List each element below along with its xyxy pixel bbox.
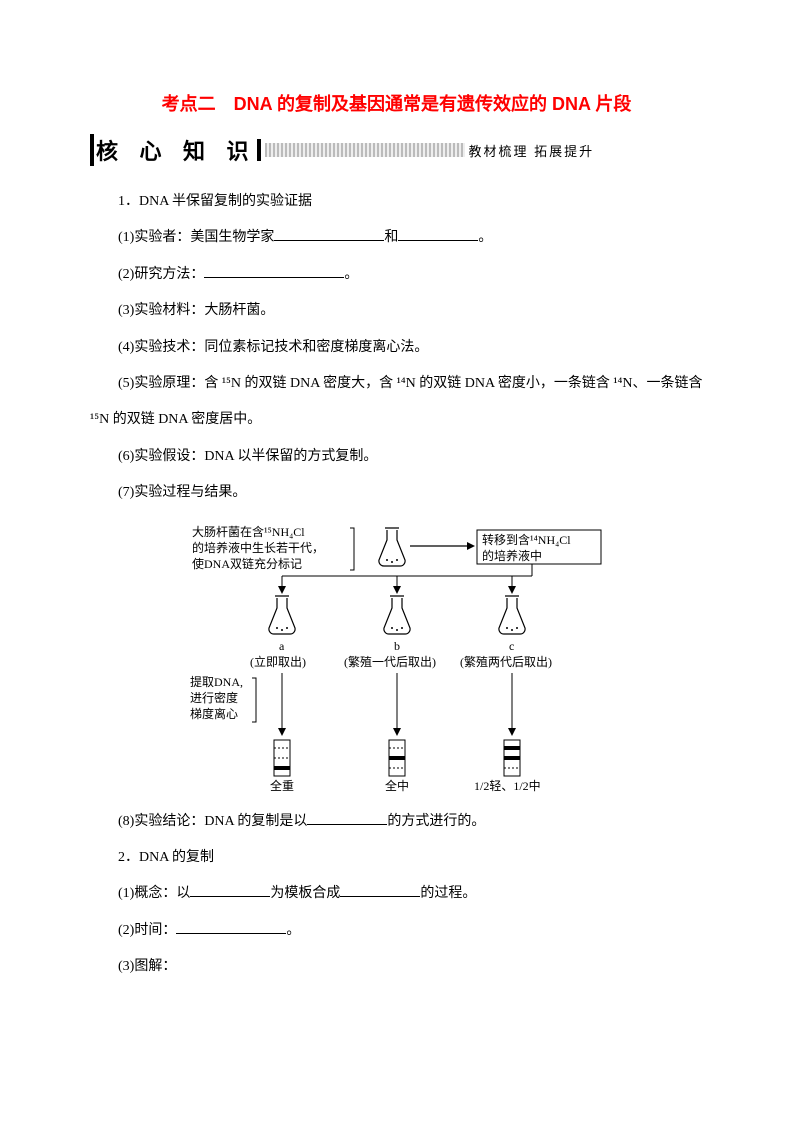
- diag-b: b: [394, 639, 400, 653]
- s2-p2-a: (2)时间：: [118, 923, 176, 938]
- s2-p1-a: (1)概念：以: [118, 886, 190, 901]
- s1-p1-c: 。: [478, 230, 492, 245]
- diag-tr2: 的培养液中: [482, 548, 542, 563]
- diag-tl1: 大肠杆菌在含¹⁵NH₄Cl: [192, 524, 305, 539]
- s1-p1: (1)实验者：美国生物学家 和 。: [90, 220, 703, 256]
- s1-p8-b: 的方式进行的。: [387, 814, 485, 829]
- s2-p1: (1)概念：以 为模板合成 的过程。: [90, 876, 703, 912]
- diag-lc: (繁殖两代后取出): [460, 654, 552, 669]
- flask-a-icon: [268, 596, 294, 634]
- s1-p8-a: (8)实验结论：DNA 的复制是以: [118, 814, 307, 829]
- diag-tr1: 转移到含¹⁴NH₄Cl: [482, 532, 571, 547]
- experiment-diagram: 大肠杆菌在含¹⁵NH₄Cl 的培养液中生长若干代， 使DNA双链充分标记 转移到…: [182, 518, 612, 798]
- s1-p2-b: 。: [344, 267, 358, 282]
- blank: [274, 226, 384, 241]
- s1-p4: (4)实验技术：同位素标记技术和密度梯度离心法。: [90, 330, 703, 366]
- diag-res-c: 1/2轻、1/2中: [474, 778, 541, 793]
- diag-side3: 梯度离心: [190, 706, 238, 721]
- s2-p2: (2)时间： 。: [90, 913, 703, 949]
- s1-p7: (7)实验过程与结果。: [90, 475, 703, 511]
- s1-p5: (5)实验原理：含 ¹⁵N 的双链 DNA 密度大，含 ¹⁴N 的双链 DNA …: [90, 366, 703, 439]
- diag-res-a: 全重: [270, 778, 294, 793]
- flask-c-icon: [498, 596, 524, 634]
- s1-p1-a: (1)实验者：美国生物学家: [118, 230, 274, 245]
- section-header-bar-end: [257, 139, 261, 161]
- s1-p6: (6)实验假设：DNA 以半保留的方式复制。: [90, 439, 703, 475]
- blank: [176, 919, 286, 934]
- blank: [340, 882, 420, 897]
- s2-p3: (3)图解：: [90, 949, 703, 985]
- blank: [204, 263, 344, 278]
- s1-p3: (3)实验材料：大肠杆菌。: [90, 293, 703, 329]
- diag-tl3: 使DNA双链充分标记: [192, 556, 302, 571]
- s1-heading: 1．DNA 半保留复制的实验证据: [90, 184, 703, 220]
- tube-b-icon: [389, 740, 405, 776]
- s2-p2-b: 。: [286, 923, 300, 938]
- section-header-bar: [265, 143, 465, 157]
- section-header: 核 心 知 识 教材梳理 拓展提升: [90, 134, 703, 166]
- diag-res-b: 全中: [385, 778, 409, 793]
- section-header-left: 核 心 知 识: [90, 134, 257, 166]
- diag-c: c: [509, 639, 514, 653]
- s1-p8: (8)实验结论：DNA 的复制是以 的方式进行的。: [90, 804, 703, 840]
- diag-la: (立即取出): [250, 654, 306, 669]
- flask-b-icon: [383, 596, 409, 634]
- blank: [307, 810, 387, 825]
- s2-heading: 2．DNA 的复制: [90, 840, 703, 876]
- s2-p1-b: 为模板合成: [270, 886, 340, 901]
- tube-a-icon: [274, 740, 290, 776]
- section-header-right: 教材梳理 拓展提升: [469, 141, 595, 160]
- diag-side1: 提取DNA,: [190, 674, 243, 689]
- blank: [398, 226, 478, 241]
- page-title: 考点二 DNA 的复制及基因通常是有遗传效应的 DNA 片段: [90, 90, 703, 116]
- s1-p2-a: (2)研究方法：: [118, 267, 204, 282]
- diag-lb: (繁殖一代后取出): [344, 654, 436, 669]
- diag-side2: 进行密度: [190, 690, 238, 705]
- flask-top-icon: [378, 528, 404, 566]
- blank: [190, 882, 270, 897]
- diag-tl2: 的培养液中生长若干代，: [192, 540, 324, 555]
- tube-c-icon: [504, 740, 520, 776]
- s1-p2: (2)研究方法： 。: [90, 257, 703, 293]
- s1-p1-b: 和: [384, 230, 398, 245]
- diag-a: a: [279, 639, 285, 653]
- s2-p1-c: 的过程。: [420, 886, 476, 901]
